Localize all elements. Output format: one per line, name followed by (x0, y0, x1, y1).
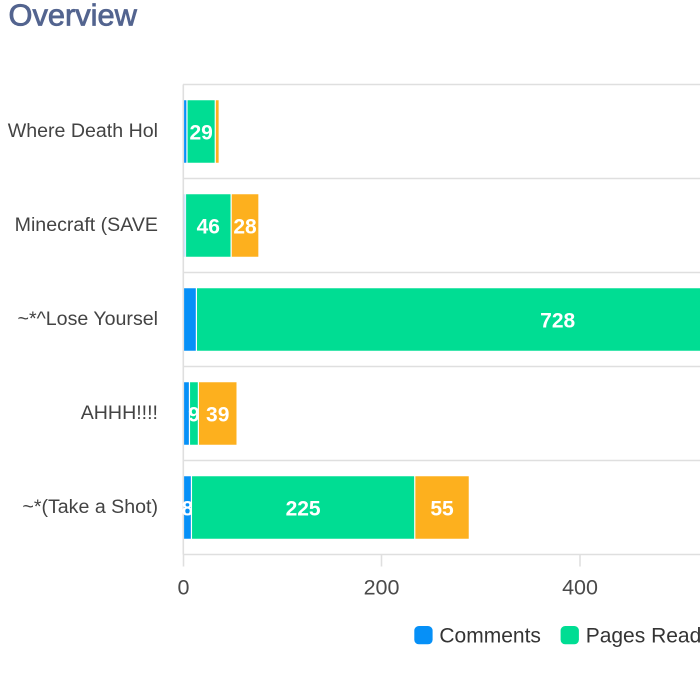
svg-text:Where Death Hol: Where Death Hol (8, 120, 158, 142)
svg-text:0: 0 (178, 575, 190, 599)
svg-text:9: 9 (188, 403, 200, 426)
svg-text:46: 46 (197, 215, 220, 238)
svg-text:28: 28 (233, 215, 257, 238)
svg-text:39: 39 (206, 403, 229, 426)
svg-text:400: 400 (562, 575, 598, 599)
svg-text:Comments: Comments (439, 625, 541, 648)
svg-text:AHHH!!!!: AHHH!!!! (81, 402, 158, 424)
svg-text:Minecraft (SAVE: Minecraft (SAVE (15, 214, 158, 236)
svg-text:Overview: Overview (9, 0, 138, 32)
svg-text:55: 55 (430, 497, 454, 520)
svg-text:~*^Lose Yoursel: ~*^Lose Yoursel (18, 308, 158, 330)
svg-text:29: 29 (189, 121, 212, 144)
svg-text:Pages Read: Pages Read (586, 625, 700, 648)
svg-text:~*(Take a Shot): ~*(Take a Shot) (22, 496, 158, 518)
svg-text:200: 200 (364, 575, 400, 599)
svg-text:225: 225 (286, 497, 321, 520)
svg-text:728: 728 (540, 309, 575, 332)
svg-text:8: 8 (182, 497, 194, 520)
